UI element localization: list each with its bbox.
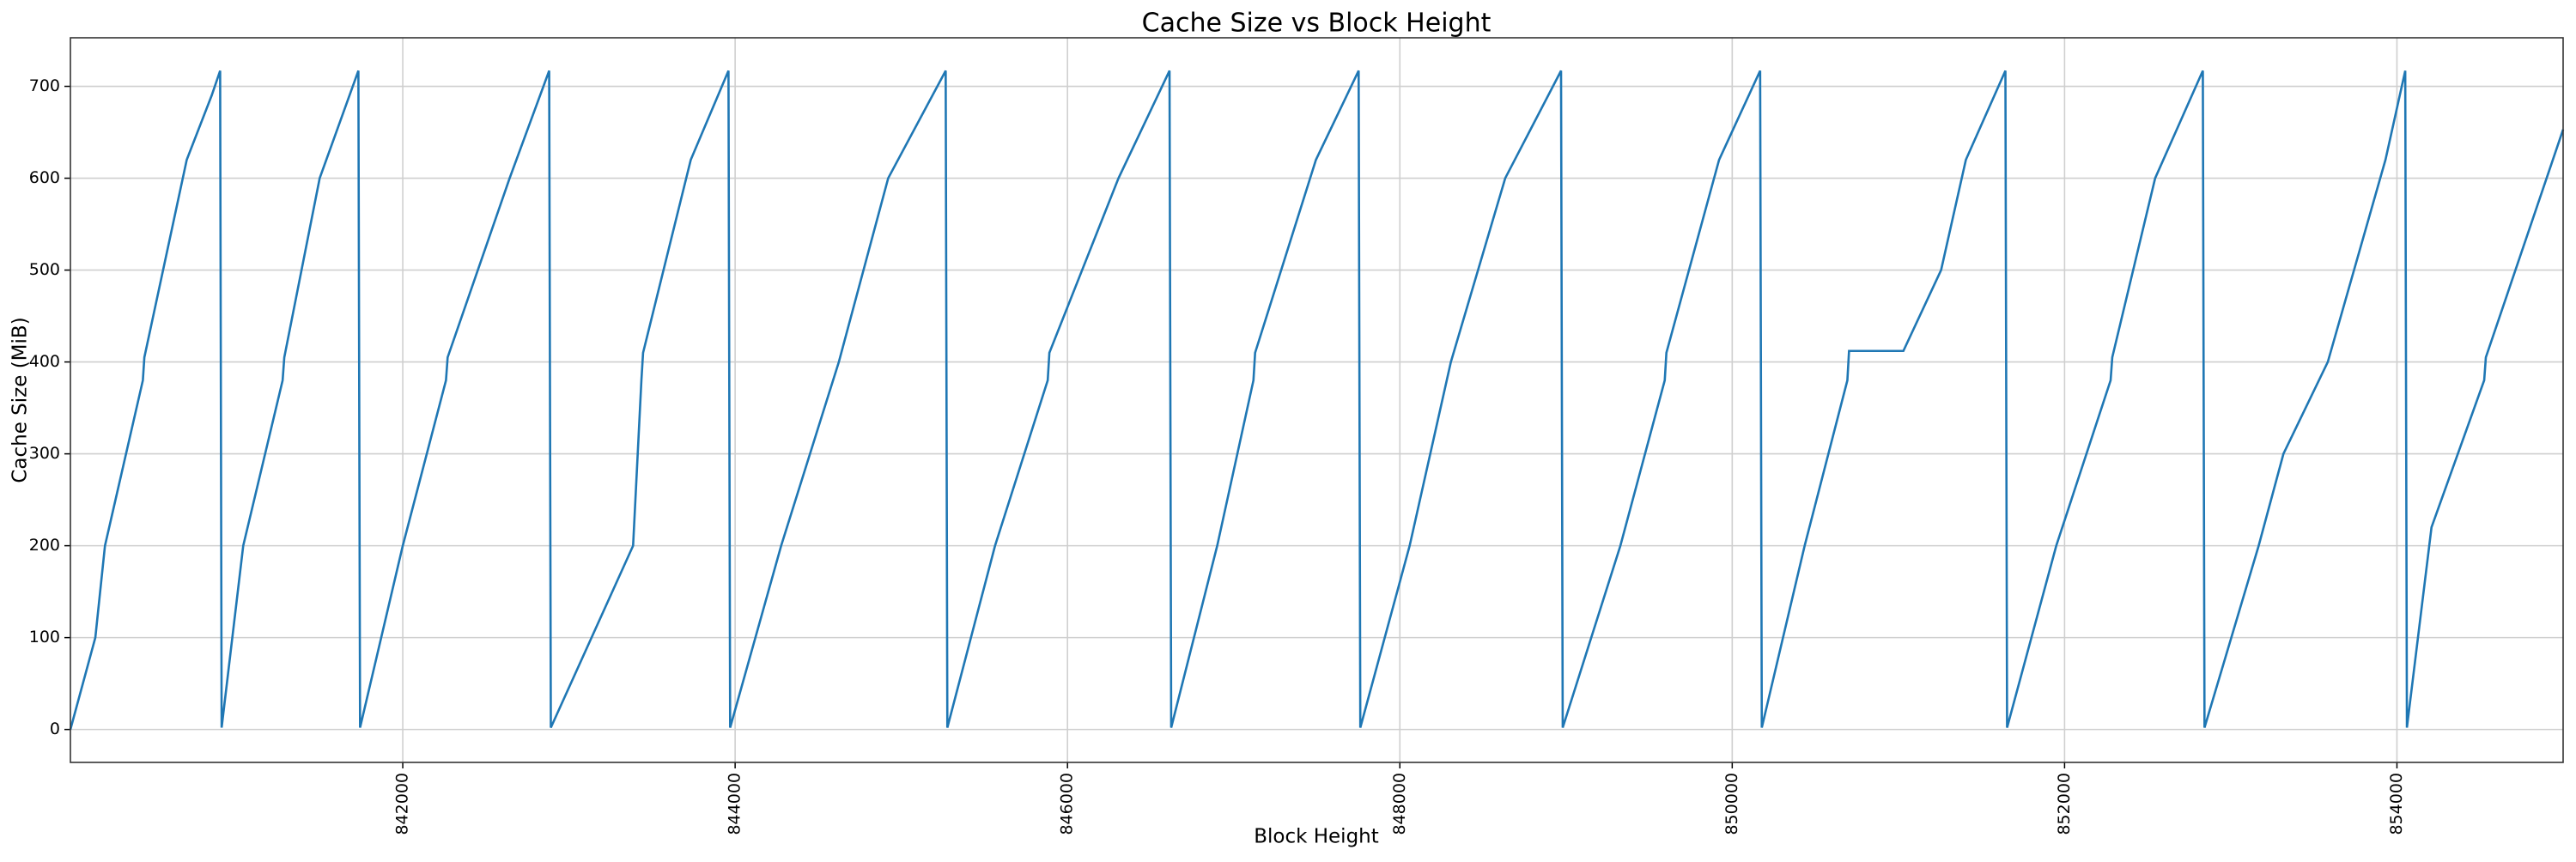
x-tick-label: 850000	[1722, 773, 1741, 835]
y-tick-label: 500	[29, 260, 60, 279]
y-tick-label: 600	[29, 168, 60, 187]
plot-frame	[70, 37, 2564, 763]
y-tick-label: 200	[29, 536, 60, 555]
y-tick-label: 300	[29, 444, 60, 463]
y-tick-label: 400	[29, 352, 60, 371]
x-tick-label: 854000	[2387, 773, 2406, 835]
x-tick-label: 842000	[393, 773, 412, 835]
x-tick-label: 848000	[1390, 773, 1409, 835]
data-line	[69, 70, 2565, 730]
x-tick-label: 844000	[726, 773, 744, 835]
x-tick-label: 846000	[1058, 773, 1077, 835]
x-tick-label: 852000	[2055, 773, 2074, 835]
y-tick-label: 100	[29, 628, 60, 646]
y-tick-label: 700	[29, 76, 60, 95]
y-axis-label: Cache Size (MiB)	[9, 317, 32, 483]
chart-title: Cache Size vs Block Height	[1142, 9, 1492, 39]
y-tick-label: 0	[50, 719, 60, 738]
x-axis-label: Block Height	[1254, 826, 1379, 848]
